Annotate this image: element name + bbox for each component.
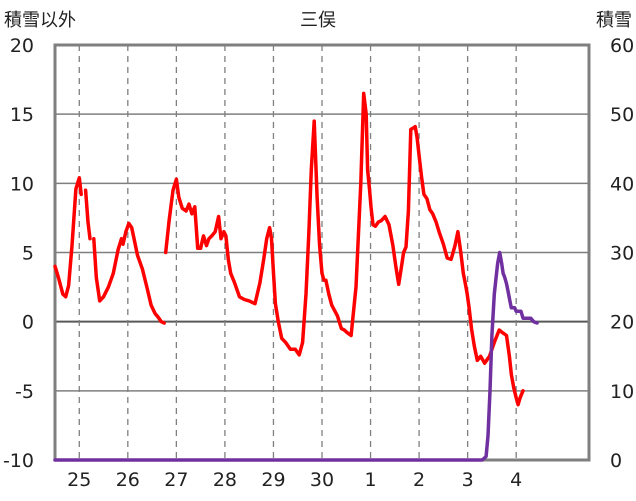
y-left-axis-label: 積雪以外 xyxy=(4,10,76,31)
temperature-line xyxy=(163,91,525,407)
x-tick-label: 28 xyxy=(213,469,237,491)
y-left-tick-label: 10 xyxy=(10,173,34,195)
temperature-line xyxy=(53,176,83,299)
x-tick-label: 3 xyxy=(462,469,474,491)
chart-title: 三俣 xyxy=(300,10,336,31)
snow-depth-line xyxy=(53,250,539,462)
y-left-tick-label: 20 xyxy=(10,35,34,57)
y-left-tick-label: 15 xyxy=(10,104,34,126)
y-left-tick-label: -10 xyxy=(3,450,34,472)
y-left-tick-label: -5 xyxy=(15,381,34,403)
y-right-axis-label: 積雪 xyxy=(596,10,632,31)
x-tick-label: 26 xyxy=(116,469,140,491)
x-tick-label: 30 xyxy=(310,469,334,491)
x-tick-label: 4 xyxy=(510,469,522,491)
temperature-line xyxy=(83,188,92,241)
x-tick-label: 25 xyxy=(67,469,91,491)
y-right-tick-label: 10 xyxy=(610,381,634,403)
y-right-tick-label: 50 xyxy=(610,104,634,126)
x-tick-label: 27 xyxy=(164,469,188,491)
x-tick-label: 1 xyxy=(364,469,376,491)
y-right-tick-label: 0 xyxy=(610,450,622,472)
y-left-tick-label: 5 xyxy=(22,243,34,265)
y-right-tick-label: 60 xyxy=(610,35,634,57)
y-right-tick-label: 30 xyxy=(610,243,634,265)
y-right-tick-label: 40 xyxy=(610,173,634,195)
y-right-tick-label: 20 xyxy=(610,312,634,334)
x-tick-label: 29 xyxy=(261,469,285,491)
x-tick-label: 2 xyxy=(413,469,425,491)
y-left-tick-label: 0 xyxy=(22,312,34,334)
temperature-line xyxy=(92,221,166,325)
